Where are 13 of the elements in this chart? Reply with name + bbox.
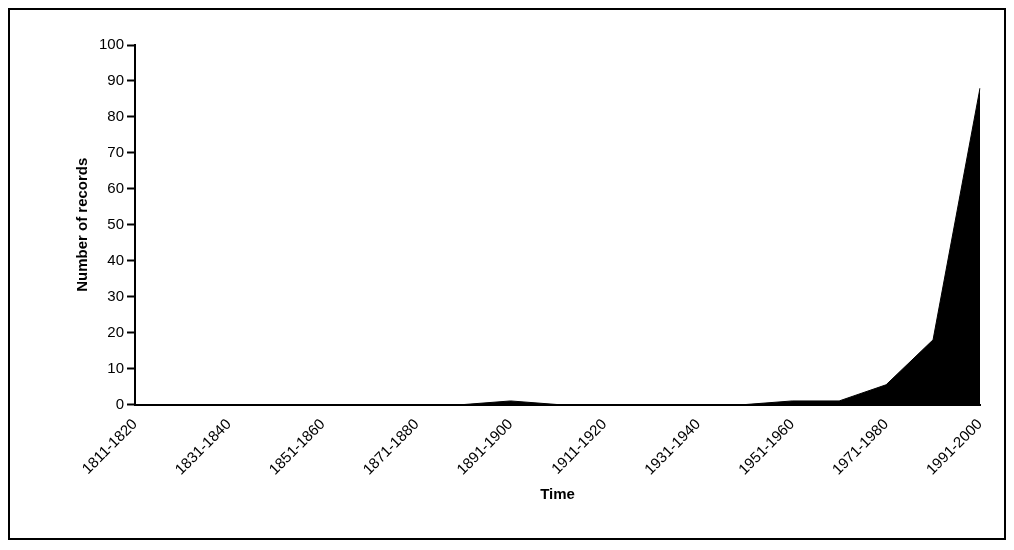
y-tick-label: 10 (107, 358, 125, 376)
y-tick-label: 80 (107, 107, 125, 125)
y-tick-label: 60 (107, 178, 125, 196)
y-tick-label: 40 (107, 250, 125, 268)
y-tick-label: 20 (107, 322, 125, 340)
y-tick-label: 90 (107, 71, 125, 89)
y-tick-label: 0 (115, 394, 125, 412)
y-tick-label: 50 (107, 214, 125, 232)
x-axis-title: Time (540, 485, 575, 503)
y-tick-label: 30 (107, 286, 125, 304)
y-axis-title: Number of records (73, 157, 91, 292)
y-tick-label: 70 (107, 143, 125, 161)
y-tick-label: 100 (99, 35, 125, 53)
